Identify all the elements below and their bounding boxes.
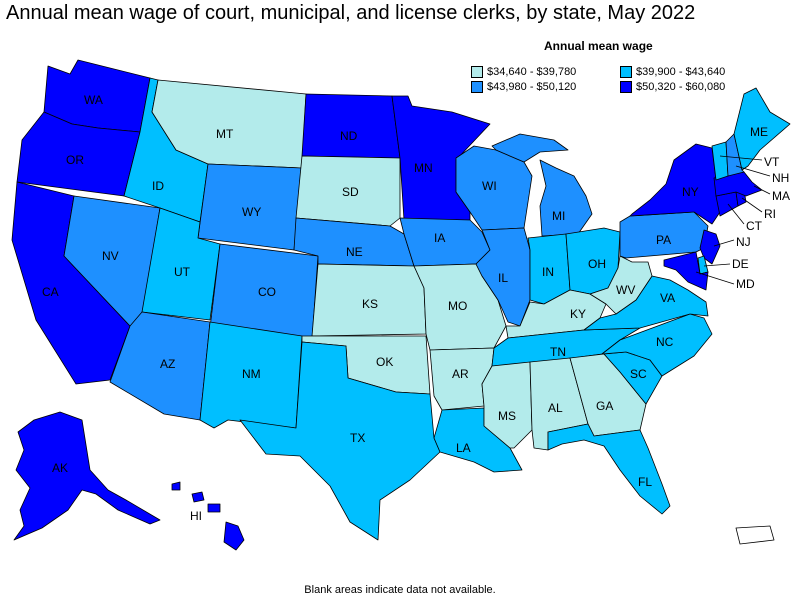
legend-swatch-3: [471, 81, 483, 93]
label-CT: CT: [746, 219, 763, 233]
state-HI-oahu[interactable]: [191, 491, 205, 503]
label-AR: AR: [452, 367, 469, 381]
label-MT: MT: [216, 127, 234, 141]
legend-title: Annual mean wage: [544, 39, 653, 53]
label-CO: CO: [258, 285, 276, 299]
label-HI: HI: [190, 509, 202, 523]
label-GA: GA: [596, 399, 613, 413]
label-IN: IN: [542, 265, 554, 279]
label-VA: VA: [660, 291, 675, 305]
label-MN: MN: [414, 161, 433, 175]
label-IA: IA: [434, 231, 445, 245]
label-KY: KY: [570, 307, 586, 321]
label-TX: TX: [350, 431, 365, 445]
state-HI-maui[interactable]: [207, 503, 221, 513]
label-SC: SC: [630, 367, 647, 381]
state-MA[interactable]: [713, 171, 763, 197]
legend-label-4: $50,320 - $60,080: [636, 81, 726, 93]
label-WV: WV: [616, 283, 635, 297]
label-WA: WA: [84, 93, 103, 107]
state-AK[interactable]: [13, 411, 161, 541]
legend-label-2: $39,900 - $43,640: [636, 66, 726, 78]
state-PR: [735, 525, 775, 545]
label-MO: MO: [448, 299, 467, 313]
label-ID: ID: [152, 179, 164, 193]
label-ND: ND: [340, 129, 358, 143]
label-TN: TN: [550, 345, 566, 359]
state-WI[interactable]: [455, 145, 533, 231]
label-MS: MS: [498, 409, 516, 423]
label-NY: NY: [682, 185, 699, 199]
state-MD[interactable]: [663, 251, 709, 291]
legend-item-2: $39,900 - $43,640: [620, 66, 725, 78]
label-LA: LA: [456, 441, 471, 455]
leader-nj: [713, 239, 735, 247]
label-NJ: NJ: [736, 235, 751, 249]
label-SD: SD: [342, 185, 359, 199]
label-MA: MA: [772, 189, 790, 203]
label-AK: AK: [52, 461, 68, 475]
leader-ma: [753, 185, 771, 195]
leader-de: [703, 263, 731, 267]
leader-md: [695, 271, 735, 285]
footnote: Blank areas indicate data not available.: [304, 584, 496, 596]
legend-swatch-2: [620, 66, 632, 78]
state-FL[interactable]: [547, 423, 671, 515]
leader-ct: [727, 203, 745, 225]
label-AZ: AZ: [160, 357, 175, 371]
label-UT: UT: [174, 265, 191, 279]
label-OH: OH: [588, 257, 606, 271]
state-IL[interactable]: [475, 227, 531, 327]
label-AL: AL: [548, 401, 563, 415]
legend-item-3: $43,980 - $50,120: [471, 81, 576, 93]
state-NC[interactable]: [601, 313, 713, 377]
label-OR: OR: [66, 153, 84, 167]
label-WY: WY: [242, 205, 261, 219]
state-MI[interactable]: [539, 159, 593, 237]
label-NM: NM: [242, 367, 261, 381]
state-NH[interactable]: [725, 133, 745, 177]
state-MI-upper[interactable]: [491, 133, 569, 163]
label-NE: NE: [346, 245, 363, 259]
state-SD[interactable]: [295, 155, 401, 227]
legend-swatch-4: [620, 81, 632, 93]
label-CA: CA: [42, 285, 59, 299]
state-HI-kauai[interactable]: [171, 481, 181, 491]
label-NV: NV: [102, 249, 119, 263]
state-WV[interactable]: [589, 255, 653, 315]
state-NY[interactable]: [629, 143, 721, 225]
leader-vt: [719, 155, 763, 161]
label-KS: KS: [362, 297, 378, 311]
legend-item-4: $50,320 - $60,080: [620, 81, 725, 93]
legend-label-1: $34,640 - $39,780: [487, 66, 577, 78]
legend-item-1: $34,640 - $39,780: [471, 66, 576, 78]
label-PA: PA: [656, 233, 671, 247]
label-FL: FL: [638, 475, 652, 489]
state-HI-group[interactable]: [171, 481, 245, 551]
label-MD: MD: [736, 277, 755, 291]
label-IL: IL: [498, 271, 508, 285]
label-ME: ME: [750, 125, 768, 139]
label-VT: VT: [764, 155, 780, 169]
legend-swatch-1: [471, 66, 483, 78]
legend-label-3: $43,980 - $50,120: [487, 81, 577, 93]
label-WI: WI: [482, 179, 497, 193]
label-DE: DE: [732, 257, 749, 271]
state-VA[interactable]: [583, 275, 709, 331]
label-RI: RI: [764, 207, 776, 221]
state-ND[interactable]: [301, 93, 401, 159]
state-NJ[interactable]: [699, 229, 721, 265]
state-TX[interactable]: [239, 341, 441, 541]
leader-ri: [741, 197, 763, 213]
label-NH: NH: [772, 171, 789, 185]
state-HI-big-island[interactable]: [223, 521, 245, 551]
label-MI: MI: [552, 209, 565, 223]
label-OK: OK: [376, 355, 393, 369]
label-NC: NC: [656, 335, 674, 349]
leader-nh: [735, 165, 771, 177]
chart-title: Annual mean wage of court, municipal, an…: [6, 2, 696, 24]
